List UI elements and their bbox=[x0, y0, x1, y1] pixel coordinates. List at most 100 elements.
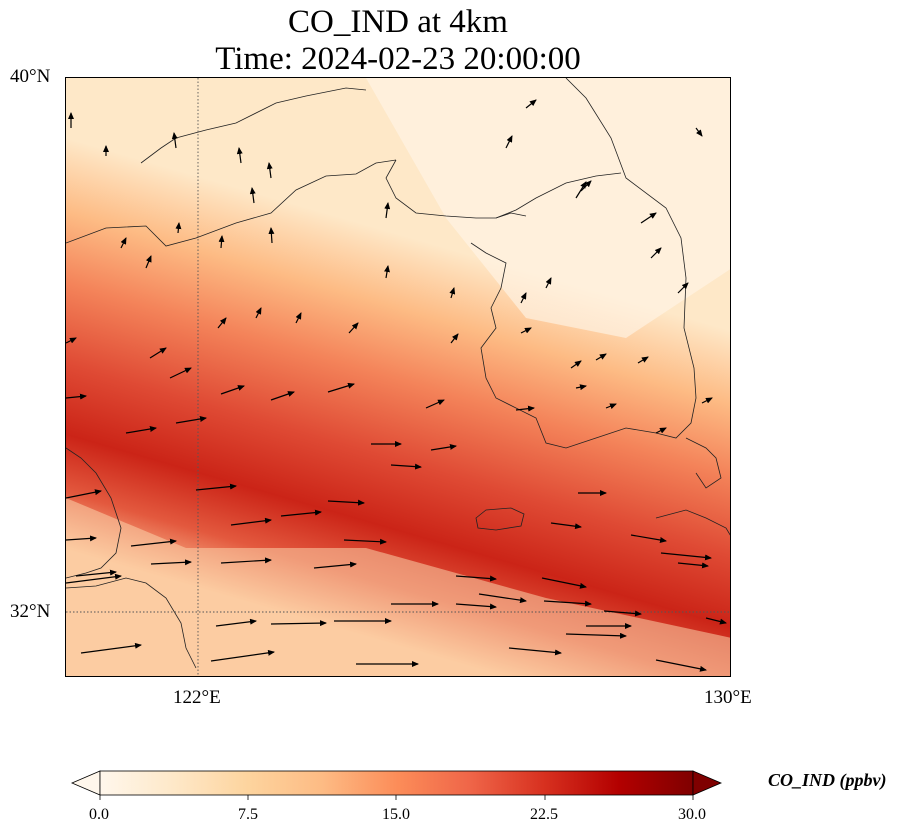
wind-arrow bbox=[120, 237, 127, 249]
coastline-bohai bbox=[140, 87, 367, 164]
wind-arrow bbox=[430, 443, 457, 451]
wind-arrow bbox=[565, 632, 627, 639]
wind-arrow bbox=[270, 620, 327, 627]
wind-arrow bbox=[80, 642, 142, 654]
colorbar-tick-label: 7.5 bbox=[238, 806, 258, 823]
map-title: CO_IND at 4km bbox=[288, 4, 508, 40]
low-concentration-region bbox=[366, 78, 730, 338]
coastline-korea bbox=[470, 78, 697, 449]
wind-arrow bbox=[450, 333, 459, 344]
wind-arrow bbox=[390, 463, 422, 470]
wind-arrow bbox=[125, 426, 157, 434]
wind-arrow bbox=[218, 235, 225, 249]
jeju-island bbox=[475, 507, 525, 531]
wind-arrow bbox=[384, 202, 391, 219]
colorbar-tick-label: 0.0 bbox=[89, 806, 109, 823]
colorbar-max-extend bbox=[692, 770, 723, 796]
map-canvas bbox=[66, 78, 730, 676]
wind-arrow bbox=[550, 522, 582, 530]
wind-arrow bbox=[640, 212, 657, 224]
wind-arrow bbox=[327, 499, 365, 506]
wind-arrow bbox=[217, 317, 227, 329]
wind-arrow bbox=[605, 403, 617, 410]
wind-arrow bbox=[384, 265, 390, 279]
wind-arrow bbox=[455, 603, 497, 610]
wind-arrow bbox=[478, 593, 527, 604]
wind-arrow bbox=[327, 382, 355, 393]
wind-arrow bbox=[425, 399, 445, 409]
wind-arrow bbox=[130, 538, 177, 547]
southern-low-region bbox=[66, 498, 730, 676]
wind-arrow bbox=[66, 489, 102, 499]
wind-arrow bbox=[515, 405, 535, 412]
wind-vector-layer bbox=[66, 99, 727, 672]
wind-arrow bbox=[66, 535, 97, 542]
colorbar-label: CO_IND (ppbv) bbox=[768, 770, 887, 790]
wind-arrow bbox=[520, 292, 527, 304]
wind-arrow bbox=[66, 393, 87, 400]
wind-arrow bbox=[175, 222, 182, 234]
colorbar-gradient bbox=[99, 770, 694, 796]
wind-arrow bbox=[637, 356, 649, 364]
lon-tick-label: 130°E bbox=[704, 687, 752, 708]
coastline-north-korea-west bbox=[495, 172, 622, 219]
coastline-tsushima bbox=[685, 437, 722, 489]
wind-arrow bbox=[543, 600, 592, 607]
wind-arrow bbox=[145, 255, 152, 269]
coastline-liaodong bbox=[385, 159, 527, 219]
wind-arrow bbox=[677, 282, 689, 294]
wind-arrow bbox=[255, 307, 262, 319]
colorbar-tick-label: 15.0 bbox=[382, 806, 410, 823]
wind-arrow bbox=[195, 483, 237, 491]
wind-arrow bbox=[701, 397, 713, 404]
colorbar bbox=[70, 770, 723, 800]
wind-arrow bbox=[575, 384, 587, 391]
wind-arrow bbox=[348, 322, 359, 334]
wind-arrow bbox=[75, 569, 117, 577]
wind-arrow bbox=[171, 132, 178, 149]
wind-arrow bbox=[236, 147, 243, 164]
map-time-subtitle: Time: 2024-02-23 20:00:00 bbox=[215, 41, 581, 77]
wind-arrow bbox=[280, 509, 322, 517]
wind-arrow bbox=[215, 618, 257, 627]
colorbar-min-extend bbox=[70, 770, 101, 796]
wind-arrow bbox=[220, 557, 272, 564]
lon-tick-label: 122°E bbox=[173, 687, 221, 708]
wind-arrow bbox=[603, 610, 642, 617]
wind-arrow bbox=[580, 180, 592, 192]
wind-arrow bbox=[541, 577, 587, 589]
wind-arrow bbox=[449, 287, 456, 299]
wind-arrow bbox=[525, 99, 537, 109]
wind-arrow bbox=[655, 427, 667, 434]
wind-arrow bbox=[508, 647, 562, 656]
wind-arrow bbox=[695, 127, 703, 137]
map-panel bbox=[65, 77, 731, 677]
wind-arrow bbox=[455, 575, 497, 582]
wind-arrow bbox=[343, 538, 387, 545]
wind-arrow bbox=[520, 327, 532, 334]
wind-arrow bbox=[220, 385, 245, 395]
wind-arrow bbox=[266, 162, 273, 179]
wind-arrow bbox=[650, 247, 662, 259]
wind-arrow bbox=[295, 312, 302, 324]
wind-arrow bbox=[270, 391, 295, 401]
lat-tick-label: 32°N bbox=[10, 601, 51, 622]
wind-arrow bbox=[169, 367, 192, 379]
wind-arrow bbox=[210, 649, 275, 662]
colorbar-tick-label: 22.5 bbox=[530, 806, 558, 823]
wind-arrow bbox=[175, 416, 207, 424]
colorbar-tick-marks bbox=[99, 795, 694, 800]
wind-arrow bbox=[595, 353, 607, 361]
colorbar-tick-label: 30.0 bbox=[678, 806, 706, 823]
wind-arrow bbox=[66, 573, 122, 584]
wind-arrow bbox=[249, 187, 256, 204]
wind-arrow bbox=[655, 659, 707, 672]
wind-arrow bbox=[313, 561, 357, 569]
wind-arrow bbox=[677, 562, 709, 569]
wind-arrow bbox=[630, 534, 667, 543]
coastline-north-china bbox=[66, 159, 397, 247]
coastline-jiangsu bbox=[66, 447, 122, 579]
wind-arrow bbox=[570, 360, 582, 369]
wind-arrow bbox=[268, 227, 275, 244]
wind-arrow bbox=[149, 347, 167, 359]
